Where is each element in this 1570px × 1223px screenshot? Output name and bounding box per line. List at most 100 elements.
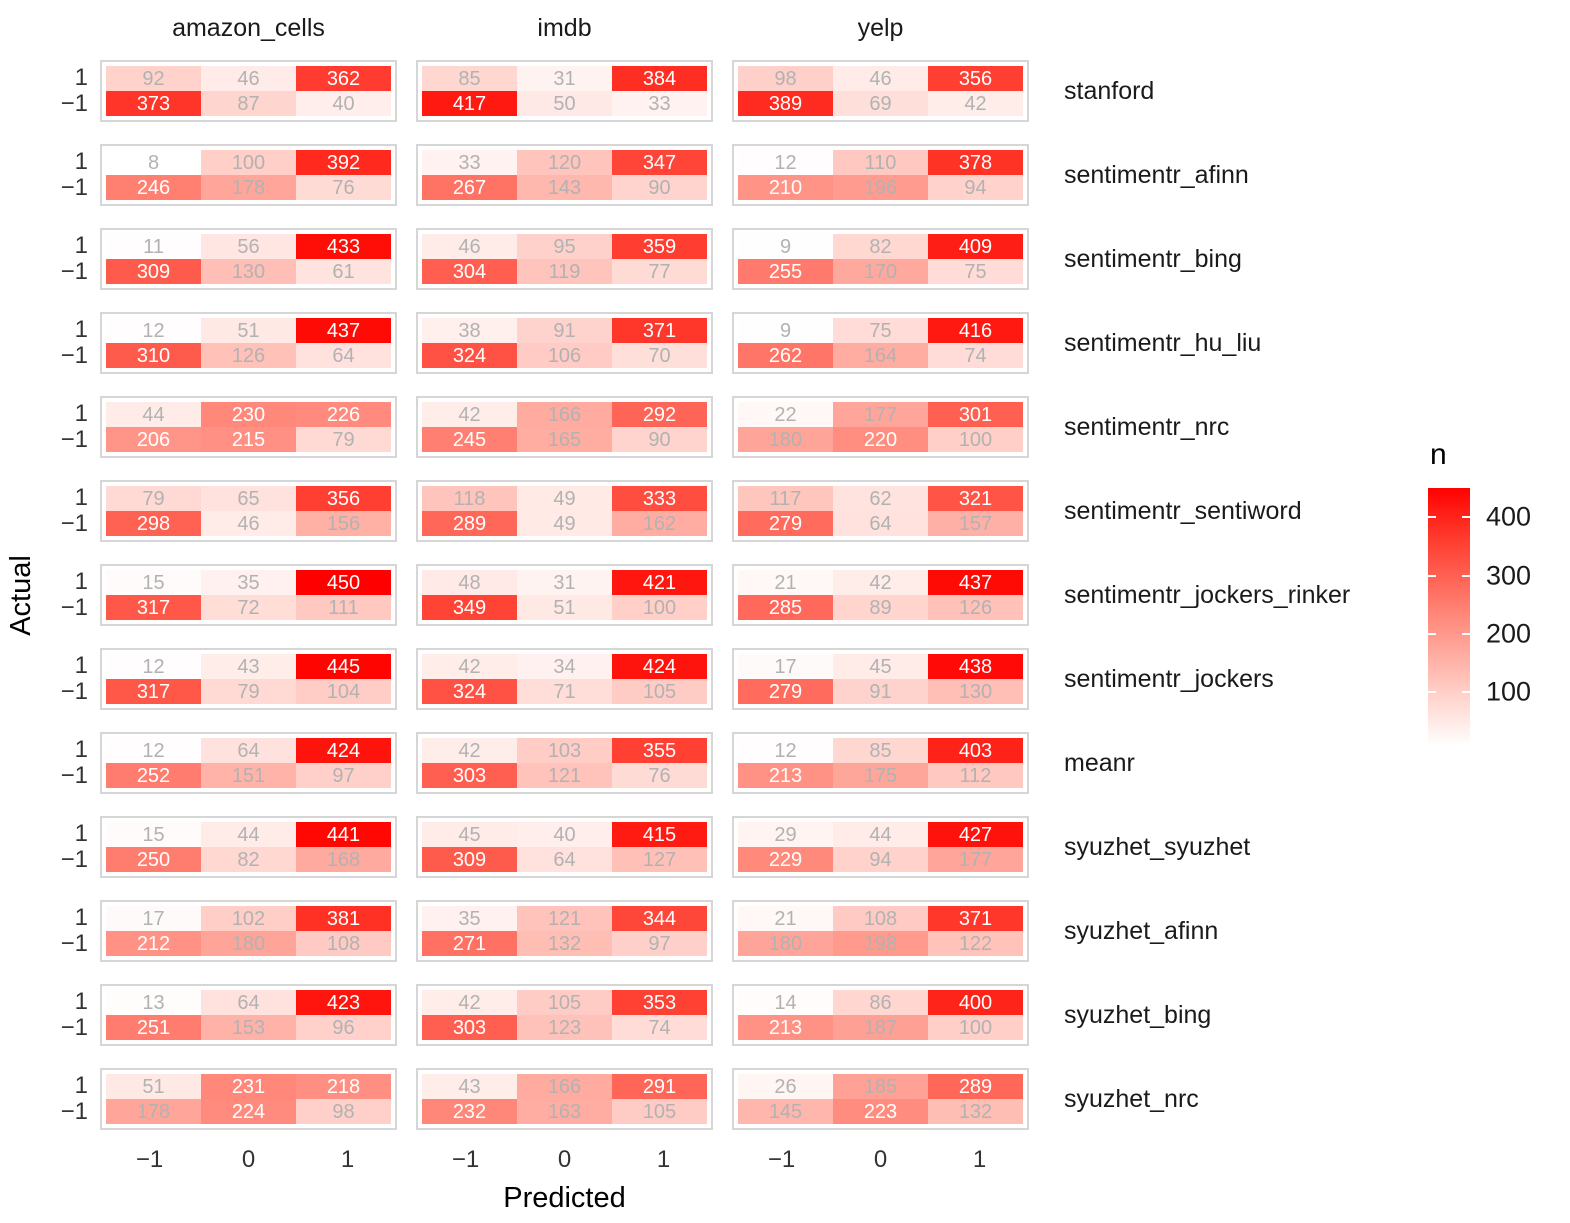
heatmap-cell: 292 [612,402,707,427]
heatmap-cell: 224 [201,1099,296,1124]
heatmap-cell: 11 [106,234,201,259]
heatmap-cell: 206 [106,427,201,452]
heatmap-cell: 262 [738,343,833,368]
cell-grid: 79 65 356 298 46 156 [106,486,391,536]
heatmap-cell: 35 [201,570,296,595]
cell-grid: 118 49 333 289 49 162 [422,486,707,536]
facet-column-titles: amazon_cells imdb yelp [100,14,1048,43]
heatmap-cell: 40 [517,822,612,847]
y-tick-label: 1 [74,1072,88,1099]
facet-panel: 15 35 450 317 72 111 [100,564,397,626]
facet-panel: 79 65 356 298 46 156 [100,480,397,542]
heatmap-cell: 162 [612,511,707,536]
y-tick-label: −1 [60,1014,88,1041]
legend-tick-label: 100 [1486,676,1532,707]
facet-row: 1 −1 17 102 381 212 180 108 35 121 344 271 132 97 21 10… [0,900,1350,962]
heatmap-cell: 232 [422,1099,517,1124]
facet-panel: 13 64 423 251 153 96 [100,984,397,1046]
heatmap-cell: 92 [106,66,201,91]
y-tick-label: 1 [74,232,88,259]
x-tick-label: 0 [873,1146,888,1173]
heatmap-cell: 252 [106,763,201,788]
heatmap-cell: 112 [928,763,1023,788]
heatmap-cell: 424 [612,654,707,679]
y-tick-label: −1 [60,174,88,201]
heatmap-cell: 349 [422,595,517,620]
heatmap-cell: 79 [296,427,391,452]
heatmap-cell: 415 [612,822,707,847]
heatmap-cell: 77 [612,259,707,284]
heatmap-cell: 392 [296,150,391,175]
heatmap-cell: 441 [296,822,391,847]
facet-rows: 1 −1 92 46 362 373 87 40 85 31 384 417 50 33 98 46 356 38… [0,60,1350,1152]
legend-tick-label: 200 [1486,618,1532,649]
heatmap-cell: 51 [201,318,296,343]
heatmap-cell: 35 [422,906,517,931]
heatmap-cell: 166 [517,402,612,427]
heatmap-cell: 15 [106,570,201,595]
heatmap-cell: 42 [422,738,517,763]
y-tick-label: 1 [74,484,88,511]
facet-row-label: sentimentr_sentiword [1064,496,1302,525]
heatmap-cell: 255 [738,259,833,284]
heatmap-cell: 164 [833,343,928,368]
heatmap-cell: 33 [612,91,707,116]
y-axis-tick-labels: 1 −1 [0,1068,100,1130]
heatmap-cell: 97 [612,931,707,956]
cell-grid: 51 231 218 178 224 98 [106,1074,391,1124]
facet-row: 1 −1 12 51 437 310 126 64 38 91 371 324 106 70 9 75 416 2… [0,312,1350,374]
heatmap-cell: 175 [833,763,928,788]
heatmap-cell: 46 [201,66,296,91]
heatmap-cell: 46 [422,234,517,259]
heatmap-cell: 143 [517,175,612,200]
facet-row-label: syuzhet_bing [1064,1000,1212,1029]
heatmap-cell: 400 [928,990,1023,1015]
heatmap-cell: 12 [106,318,201,343]
heatmap-cell: 304 [422,259,517,284]
legend-tick-mark [1428,632,1436,635]
cell-grid: 48 31 421 349 51 100 [422,570,707,620]
cell-grid: 12 85 403 213 175 112 [738,738,1023,788]
heatmap-cell: 108 [833,906,928,931]
heatmap-cell: 421 [612,570,707,595]
legend-gradient-bar [1428,488,1470,746]
heatmap-cell: 17 [106,906,201,931]
heatmap-cell: 151 [201,763,296,788]
y-tick-label: −1 [60,762,88,789]
y-tick-label: 1 [74,400,88,427]
facet-panel: 51 231 218 178 224 98 [100,1068,397,1130]
heatmap-cell: 347 [612,150,707,175]
facet-row-label: meanr [1064,748,1135,777]
heatmap-cell: 427 [928,822,1023,847]
heatmap-cell: 21 [738,906,833,931]
heatmap-cell: 130 [928,679,1023,704]
heatmap-cell: 79 [106,486,201,511]
facet-row-label: sentimentr_bing [1064,244,1242,273]
cell-grid: 15 44 441 250 82 168 [106,822,391,872]
legend-tick-mark [1428,516,1436,519]
facet-panel: 42 34 424 324 71 105 [416,648,713,710]
heatmap-cell: 291 [612,1074,707,1099]
y-tick-label: −1 [60,510,88,537]
y-axis-tick-labels: 1 −1 [0,984,100,1046]
y-axis-tick-labels: 1 −1 [0,396,100,458]
heatmap-cell: 44 [106,402,201,427]
y-tick-label: −1 [60,426,88,453]
y-axis-tick-labels: 1 −1 [0,564,100,626]
cell-grid: 9 82 409 255 170 75 [738,234,1023,284]
facet-panel: 42 103 355 303 121 76 [416,732,713,794]
legend-tick-mark [1462,691,1470,694]
heatmap-cell: 100 [928,1015,1023,1040]
cell-grid: 29 44 427 229 94 177 [738,822,1023,872]
y-tick-label: 1 [74,148,88,175]
heatmap-cell: 87 [201,91,296,116]
heatmap-cell: 104 [296,679,391,704]
facet-panel: 8 100 392 246 178 76 [100,144,397,206]
heatmap-cell: 105 [612,679,707,704]
heatmap-cell: 226 [296,402,391,427]
legend-tick-mark [1428,574,1436,577]
x-tick-label: 1 [656,1146,671,1173]
facet-panel: 92 46 362 373 87 40 [100,60,397,122]
heatmap-cell: 301 [928,402,1023,427]
heatmap-cell: 321 [928,486,1023,511]
